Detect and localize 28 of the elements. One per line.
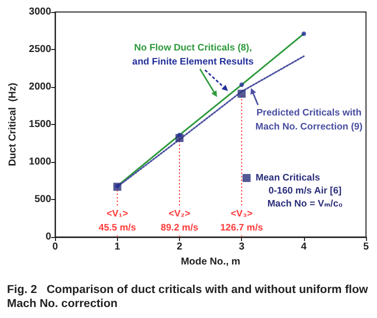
y-tick-label: 0 (46, 232, 52, 242)
x-tick-label: 1 (114, 242, 121, 252)
y-axis-title: Duct Critical (Hz) (8, 82, 18, 166)
point (302, 32, 306, 36)
x-axis-title: Mode No., m (180, 256, 240, 268)
y-tick-label: 2000 (28, 82, 52, 92)
ref-line-label: <V₃> 126.7 m/s (220, 208, 264, 234)
text: Predicted Criticals with Mach No. Correction (9) (255, 108, 363, 132)
y-tick-label: 500 (34, 194, 52, 205)
x-tick-label: 4 (301, 242, 308, 252)
point (239, 82, 244, 87)
legend-label: Mean Criticals (256, 172, 320, 184)
point (177, 132, 182, 138)
x-tick-label: 5 (363, 242, 370, 252)
x-tick-label: 3 (238, 242, 245, 252)
ref-line-label: <V₁> 45.5 m/s (98, 208, 136, 234)
x-tick-label: 2 (176, 242, 183, 252)
point (238, 90, 246, 98)
annotation: 0-160 m/s Air [6] (268, 186, 342, 196)
y-tick-label: 2500 (28, 44, 52, 55)
y-tick-label: 1500 (28, 119, 52, 130)
y-tick-label: 1000 (28, 156, 52, 168)
ref-line-label: <V₂> 89.2 m/s (160, 208, 198, 234)
annotation: Mach No = Vₘ/c₀ (267, 198, 343, 210)
y-tick-label: 3000 (28, 6, 52, 18)
series-label: and Finite Element Results (132, 56, 254, 68)
text: Fig. 2 Comparison of duct criticals with and without uniform flow Mach No. correction (7, 284, 372, 310)
series-label: No Flow Duct Criticals (8), (134, 42, 252, 54)
